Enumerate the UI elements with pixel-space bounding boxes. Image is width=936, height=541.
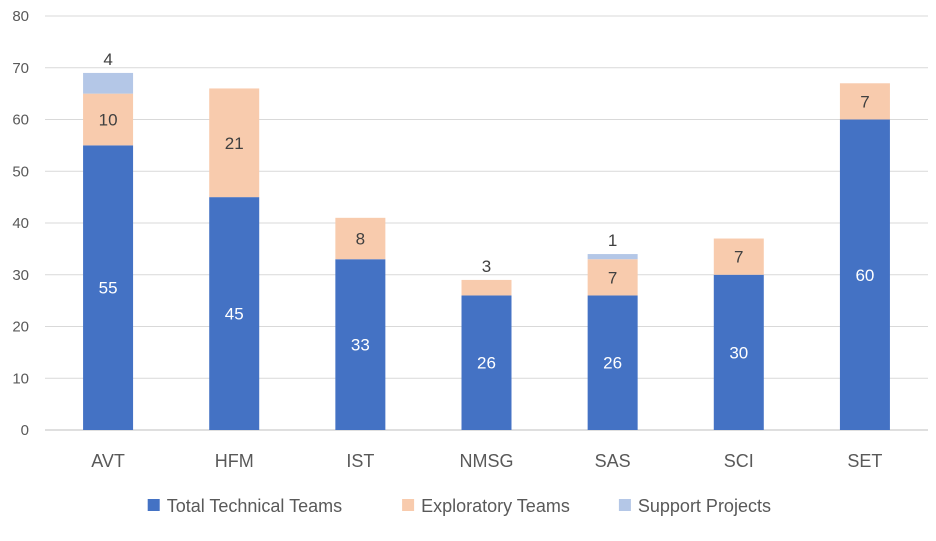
data-label-sci-series-1: 7 — [734, 248, 743, 267]
bar-avt-series-0 — [83, 145, 134, 430]
y-tick-label: 70 — [12, 60, 29, 77]
x-tick-label-hfm: HFM — [215, 451, 254, 471]
y-tick-label: 80 — [12, 8, 29, 25]
bars — [83, 72, 890, 430]
data-label-avt-series-2: 4 — [103, 50, 112, 69]
y-tick-label: 0 — [21, 422, 29, 439]
bar-ist-series-1 — [335, 217, 386, 260]
y-axis-ticks: 0 10 20 30 40 50 60 70 80 — [12, 8, 29, 439]
data-label-nmsg-series-1: 3 — [482, 257, 491, 276]
data-label-set-series-1: 7 — [860, 92, 869, 111]
data-label-nmsg-series-0: 26 — [477, 354, 496, 373]
x-tick-label-set: SET — [847, 451, 882, 471]
legend: Total Technical Teams Exploratory Teams Su… — [147, 496, 771, 516]
y-tick-label: 50 — [12, 163, 29, 180]
x-tick-label-ist: IST — [346, 451, 374, 471]
data-label-hfm-series-1: 21 — [225, 134, 244, 153]
legend-swatch — [618, 499, 631, 511]
data-label-ist-series-0: 33 — [351, 336, 370, 355]
x-tick-label-sas: SAS — [595, 451, 631, 471]
data-label-sas-series-2: 1 — [608, 231, 617, 250]
x-tick-label-sci: SCI — [724, 451, 754, 471]
legend-label: Support Projects — [638, 496, 771, 516]
bar-ist-series-0 — [335, 259, 386, 430]
legend-label: Total Technical Teams — [167, 496, 342, 516]
legend-item-2: Support Projects — [618, 496, 771, 516]
y-tick-label: 20 — [12, 319, 29, 336]
bar-set-series-0 — [839, 119, 890, 430]
data-label-avt-series-1: 10 — [99, 111, 118, 130]
bar-nmsg-series-0 — [461, 295, 512, 430]
data-label-hfm-series-0: 45 — [225, 305, 244, 324]
bar-avt-series-1 — [83, 93, 134, 146]
x-tick-label-nmsg: NMSG — [460, 451, 514, 471]
x-tick-label-avt: AVT — [91, 451, 125, 471]
data-label-sas-series-0: 26 — [603, 354, 622, 373]
gridlines — [45, 15, 928, 431]
x-axis-ticks: AVT HFM IST NMSG SAS SCI SET — [91, 451, 882, 471]
data-label-ist-series-1: 8 — [356, 230, 365, 249]
data-label-set-series-0: 60 — [855, 266, 874, 285]
bar-sas-series-2 — [587, 254, 638, 260]
data-label-avt-series-0: 55 — [99, 279, 118, 298]
legend-swatch — [147, 499, 160, 511]
bar-sas-series-0 — [587, 295, 638, 430]
bar-set-series-1 — [839, 83, 890, 120]
y-tick-label: 60 — [12, 112, 29, 129]
data-label-sas-series-1: 7 — [608, 268, 617, 287]
y-tick-label: 10 — [12, 370, 29, 387]
y-tick-label: 30 — [12, 267, 29, 284]
bar-sas-series-1 — [587, 259, 638, 296]
bar-sci-series-0 — [713, 274, 764, 430]
legend-item-0: Total Technical Teams — [147, 496, 342, 516]
bar-hfm-series-0 — [209, 197, 260, 430]
bar-hfm-series-1 — [209, 88, 260, 198]
legend-label: Exploratory Teams — [421, 496, 570, 516]
legend-swatch — [402, 499, 415, 511]
bar-avt-series-2 — [83, 72, 134, 94]
bar-nmsg-series-1 — [461, 279, 512, 296]
bar-sci-series-1 — [713, 238, 764, 275]
y-tick-label: 40 — [12, 215, 29, 232]
data-label-sci-series-0: 30 — [729, 343, 748, 362]
legend-item-1: Exploratory Teams — [402, 496, 570, 516]
data-labels: 55 10 4 45 21 33 8 26 3 26 7 1 30 7 60 7 — [99, 50, 875, 373]
